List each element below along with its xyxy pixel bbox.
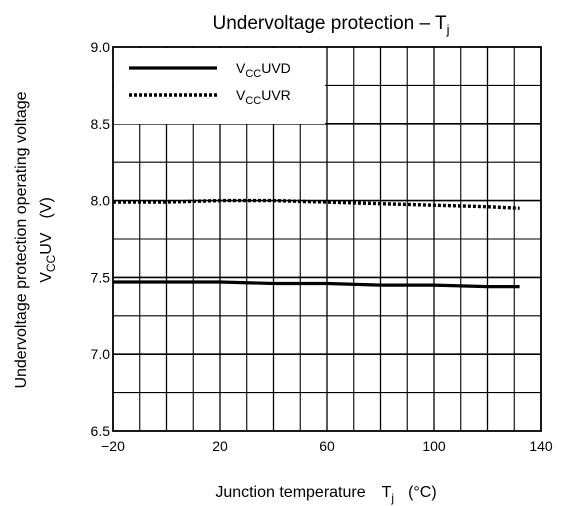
x-tick-label: 100 [422, 438, 446, 454]
y-axis-label-line1: Undervoltage protection operating voltag… [13, 91, 30, 388]
x-axis-label: Junction temperature Tj (°C) [215, 484, 436, 505]
legend: VCCUVD VCCUVR [114, 48, 325, 124]
x-tick-label: −20 [101, 438, 125, 454]
x-tick-labels: −20 20 60 100 140 [101, 438, 553, 454]
y-axis-label-line2: VCCUV(V) [38, 197, 58, 283]
y-tick-label: 6.5 [91, 423, 111, 439]
y-tick-label: 7.0 [91, 346, 111, 362]
series-line-vccuvd [113, 280, 520, 289]
legend-background [114, 48, 325, 124]
plot-frame [112, 46, 542, 432]
x-tick-label: 60 [319, 438, 335, 454]
y-tick-label: 8.0 [91, 193, 111, 209]
legend-label-vccuvr: VCCUVR [236, 87, 291, 107]
x-tick-label: 20 [212, 438, 228, 454]
y-tick-label: 7.5 [91, 269, 111, 285]
series-group [113, 198, 520, 289]
y-tick-label: 9.0 [91, 39, 111, 55]
y-tick-label: 8.5 [91, 116, 111, 132]
legend-label-vccuvd: VCCUVD [236, 60, 291, 80]
y-tick-labels: 6.5 7.0 7.5 8.0 8.5 9.0 [91, 39, 111, 439]
series-line-vccuvr [113, 198, 520, 210]
x-tick-label: 140 [529, 438, 553, 454]
chart-title: Undervoltage protection – Tj [212, 13, 449, 37]
